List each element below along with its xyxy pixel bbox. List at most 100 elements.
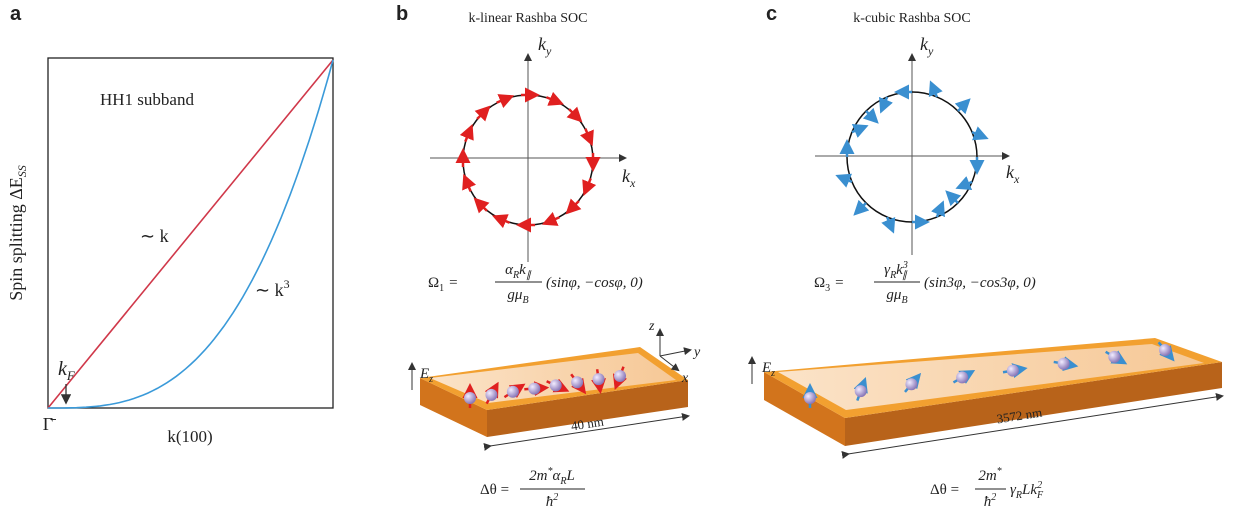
tail-sub: R xyxy=(1015,490,1022,501)
lhs-sub: 1 xyxy=(439,283,444,294)
electron xyxy=(614,370,626,382)
num-sub: R xyxy=(512,270,519,281)
den: ħ xyxy=(546,494,554,510)
num-sub: R xyxy=(889,270,896,281)
numerator: αRk∥ xyxy=(505,262,532,281)
field-text: E xyxy=(419,366,429,382)
denominator: gμB xyxy=(507,287,528,306)
axis-label: z xyxy=(648,319,655,334)
phase-lhs: Δθ = xyxy=(480,482,509,498)
spin-arrow xyxy=(569,109,579,119)
kx-label: kx xyxy=(1006,162,1020,186)
spin-arrow xyxy=(546,97,559,102)
formula-lhs: Ω3 = xyxy=(814,275,844,294)
electron xyxy=(571,376,583,388)
num-sub: ∥ xyxy=(526,270,532,281)
fermi-label-sub: F xyxy=(66,368,76,383)
lhs: Ω xyxy=(814,275,825,291)
y-axis-label: Spin splitting ΔESS xyxy=(6,165,29,301)
spin-arrow xyxy=(958,102,967,111)
y-axis-label-sub: SS xyxy=(15,165,29,177)
panel-title: k-linear Rashba SOC xyxy=(469,11,588,26)
formula-lhs: Ω1 = xyxy=(428,275,458,294)
electron xyxy=(485,389,497,401)
spin-arrow xyxy=(497,97,510,102)
numerator: γRk3∥ xyxy=(884,260,908,281)
den-sup: 2 xyxy=(553,492,558,503)
formula: Ω3 = γRk3∥ gμB (sin3φ, −cos3φ, 0) xyxy=(814,260,1036,306)
axis-label: y xyxy=(692,345,701,360)
spin-arrow xyxy=(477,201,487,211)
ky-label: ky xyxy=(920,34,934,58)
tail: Lk xyxy=(1021,482,1037,498)
spin-arrow xyxy=(465,178,470,191)
spin-arrow xyxy=(465,129,470,142)
linear-curve xyxy=(48,60,333,408)
num: 2m xyxy=(529,468,548,484)
cubic-label: ∼ k3 xyxy=(255,277,290,300)
spin-arrow xyxy=(585,129,590,142)
phase-formula: Δθ = 2m*αRL ħ2 xyxy=(480,466,585,510)
electron xyxy=(507,386,519,398)
origin-label: Γ̄ xyxy=(43,414,56,434)
equals: = xyxy=(449,275,457,291)
fermi-label: kF xyxy=(58,358,76,383)
num: L xyxy=(565,468,574,484)
electron xyxy=(804,392,816,404)
spin-arrow xyxy=(546,217,559,222)
axis-y xyxy=(660,350,690,356)
ky-sub: y xyxy=(545,44,552,58)
den: gμ xyxy=(886,287,902,303)
electron xyxy=(528,383,540,395)
spin-arrow xyxy=(585,178,590,191)
formula: Ω1 = αRk∥ gμB (sinφ, −cosφ, 0) xyxy=(428,262,643,306)
lhs-sub: 3 xyxy=(825,283,830,294)
spin-arrow xyxy=(949,194,958,203)
formula-tail: (sinφ, −cosφ, 0) xyxy=(546,275,643,291)
num-sub: ∥ xyxy=(902,270,908,281)
denominator: gμB xyxy=(886,287,907,306)
den: ħ xyxy=(984,494,992,510)
field-sub: z xyxy=(770,368,775,379)
electron xyxy=(1007,365,1019,377)
electron xyxy=(956,371,968,383)
equals: = xyxy=(835,275,843,291)
num-sub: R xyxy=(559,476,566,487)
spin-arrow xyxy=(497,217,510,222)
ky-label: ky xyxy=(538,34,552,58)
spin-arrow xyxy=(857,203,866,212)
electron xyxy=(464,392,476,404)
num-sup: * xyxy=(997,466,1002,477)
x-axis-label: k(100) xyxy=(167,427,212,446)
panel-label: c xyxy=(766,3,777,25)
tail-sup: 2 xyxy=(1037,480,1042,491)
field-sub: z xyxy=(428,374,433,385)
figure: a HH1 subband Spin splitting ΔESS ∼ k ∼ … xyxy=(0,0,1242,514)
formula-tail: (sin3φ, −cos3φ, 0) xyxy=(924,275,1036,291)
numerator: 2m* xyxy=(978,466,1001,484)
panel-label: b xyxy=(396,3,408,25)
electron xyxy=(1058,358,1070,370)
spin-arrow xyxy=(866,111,875,120)
spin-arrow xyxy=(569,201,579,211)
electron xyxy=(905,378,917,390)
electron xyxy=(550,379,562,391)
denominator: ħ2 xyxy=(984,492,997,510)
cubic-label-sup: 3 xyxy=(284,277,290,291)
phase-formula: Δθ = 2m* ħ2 γRLkF2 xyxy=(930,466,1044,510)
den-sub: B xyxy=(901,295,907,306)
spin-arrow xyxy=(477,109,487,119)
axis-label: x xyxy=(681,371,689,386)
kx-label: kx xyxy=(622,166,636,190)
numerator: 2m*αRL xyxy=(529,466,575,487)
ky-sub: y xyxy=(927,44,934,58)
annotation: HH1 subband xyxy=(100,90,194,109)
lhs: Ω xyxy=(428,275,439,291)
kx-sub: x xyxy=(1013,172,1020,186)
tail-sub: F xyxy=(1036,490,1044,501)
panel-label: a xyxy=(10,3,22,25)
phase-lhs: Δθ = xyxy=(930,482,959,498)
phase-tail: γRLkF2 xyxy=(1010,480,1044,501)
kx-sub: x xyxy=(629,176,636,190)
electron xyxy=(855,385,867,397)
